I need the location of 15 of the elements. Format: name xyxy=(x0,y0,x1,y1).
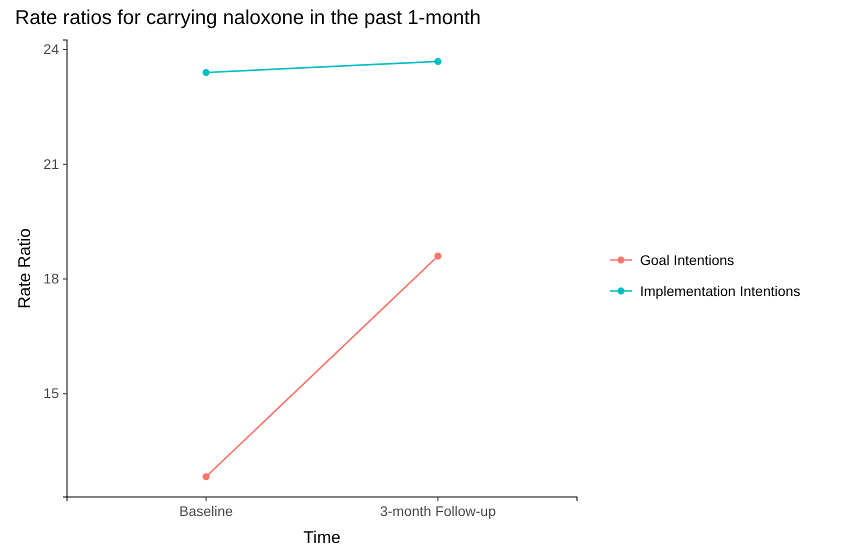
point xyxy=(434,58,442,65)
y-tick-label: 21 xyxy=(43,156,60,172)
point xyxy=(202,68,210,76)
x-tick-label: 3-month Follow-up xyxy=(380,502,496,519)
point xyxy=(434,252,442,260)
y-axis-title: Rate Ratio xyxy=(15,228,34,309)
x-tick-label: Baseline xyxy=(179,502,234,519)
y-tick-label: 24 xyxy=(43,41,60,58)
x-axis-title: Time xyxy=(303,528,341,547)
chart-title: Rate ratios for carrying naloxone in the past 1-month xyxy=(15,7,481,29)
y-tick-label: 15 xyxy=(43,385,60,402)
legend-label: Goal Intentions xyxy=(640,252,734,268)
legend-label: Implementation Intentions xyxy=(640,283,800,299)
point xyxy=(202,473,210,480)
y-tick-label: 18 xyxy=(43,270,60,286)
